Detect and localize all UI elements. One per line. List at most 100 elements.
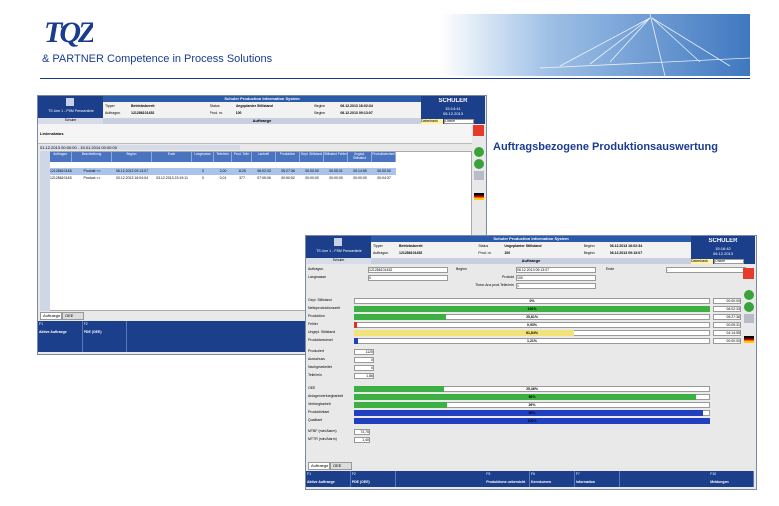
db-label: Datenbank xyxy=(691,259,713,264)
back-button[interactable] xyxy=(474,147,484,157)
bar-label: OEE xyxy=(308,386,316,390)
field-label: Tipper xyxy=(373,244,383,248)
db-status[interactable]: Online xyxy=(444,119,474,124)
bar-label: Produktion xyxy=(308,314,325,318)
bar-value: 100% xyxy=(527,419,537,423)
banner-bg xyxy=(440,14,750,76)
column-header[interactable]: Beginn xyxy=(112,152,152,162)
print-button[interactable] xyxy=(474,171,484,180)
column-header[interactable]: Auftragsn. xyxy=(50,152,72,162)
field-value: 06.12.2013 16:02:34 xyxy=(609,244,643,248)
bar xyxy=(354,386,445,392)
bar-time: 04:14:55 xyxy=(713,330,741,336)
forward-button[interactable] xyxy=(474,159,484,169)
count-value: 0 xyxy=(354,357,374,363)
key-name: F2 xyxy=(83,322,88,326)
function-key[interactable]: F7 Information xyxy=(575,471,620,487)
table-cell: 03.12.2013 23:19:11 xyxy=(156,176,188,180)
logo-mark: TQZ xyxy=(44,16,94,49)
function-key[interactable]: F1 Aktive Auftraege xyxy=(306,471,351,487)
column-header[interactable]: Langmasse xyxy=(192,152,214,162)
bar-time: 00:00:00 xyxy=(713,298,741,304)
table-cell: 00:00:00 xyxy=(305,176,319,180)
header-rule xyxy=(40,78,750,79)
forward-button[interactable] xyxy=(744,302,754,312)
bar-time: 05:27:36 xyxy=(713,314,741,320)
close-button[interactable] xyxy=(743,268,754,279)
bar xyxy=(354,338,359,344)
bar-value: 96% xyxy=(528,395,536,399)
db-status[interactable]: Online xyxy=(714,259,744,264)
table-cell: 06:02:33 xyxy=(257,169,271,173)
count-label: Produziert xyxy=(308,349,324,353)
bar xyxy=(354,418,710,424)
toolbar xyxy=(38,124,472,144)
row-marker-col xyxy=(40,151,50,311)
bar xyxy=(354,330,575,336)
owner: Schuler xyxy=(306,258,371,264)
bar-value: 25,36% xyxy=(526,387,538,391)
clock-date: 06.12.2013 xyxy=(712,251,734,256)
column-header[interactable]: Produktwechsel xyxy=(372,152,396,162)
bar-label: Qualitaet xyxy=(308,418,323,422)
language-flag[interactable] xyxy=(474,193,484,200)
field-label: Auftragsn. xyxy=(105,111,121,115)
tab[interactable]: OEE xyxy=(62,312,84,320)
function-key[interactable]: F5 Produktions uebersicht xyxy=(485,471,530,487)
key-name: F5 xyxy=(486,472,491,476)
tab[interactable]: OEE xyxy=(330,462,352,470)
partner: & PARTNER xyxy=(42,53,104,65)
field-value: 06.12.2013 16:02:34 xyxy=(340,104,373,108)
column-header[interactable]: Beschreibung xyxy=(72,152,112,162)
column-header[interactable]: Produktion xyxy=(276,152,300,162)
function-key[interactable]: F2 PDE (OEE) xyxy=(83,321,128,352)
table-cell: Product << xyxy=(83,176,101,180)
column-header[interactable]: Prod. Teile xyxy=(232,152,252,162)
bar-label: Nettoproduktionszeit xyxy=(308,306,340,310)
brand: SCHULER xyxy=(708,238,738,244)
column-header[interactable]: Gepl. Stillstand xyxy=(300,152,324,162)
key-label: PDE (OEE) xyxy=(83,330,102,334)
table-cell: 1125 xyxy=(238,169,246,173)
function-key[interactable]: F2 PDE (OEE) xyxy=(351,471,396,487)
table-cell xyxy=(152,169,192,174)
key-name: F2 xyxy=(351,472,356,476)
tab[interactable]: Auftraege xyxy=(40,312,62,320)
function-key[interactable]: F10 Meldungen xyxy=(709,471,754,487)
print-button[interactable] xyxy=(744,314,754,323)
info-label: Theor.Anz.prod.Teile/min xyxy=(475,283,514,287)
column-header[interactable]: Ungepl. Stillstand xyxy=(348,152,372,162)
key-label: Produktions uebersicht xyxy=(486,480,526,484)
field-label: Prod. nr. xyxy=(209,111,223,115)
table-cell: 00:00:00 xyxy=(353,176,367,180)
info-label: Auftragsn. xyxy=(308,267,324,271)
field-label: Status xyxy=(209,104,220,108)
function-key[interactable]: F1 Aktive Auftraege xyxy=(38,321,83,352)
column-header[interactable]: Laufzeit xyxy=(252,152,276,162)
key-label: Information xyxy=(575,480,596,484)
column-header[interactable]: Teile/min xyxy=(214,152,232,162)
close-button[interactable] xyxy=(473,125,484,136)
column-header[interactable]: Ende xyxy=(152,152,192,162)
function-key[interactable]: F6 Kennkurven xyxy=(530,471,575,487)
count-label: Nachgearbeitet xyxy=(308,365,332,369)
key-label: Meldungen xyxy=(710,480,729,484)
column-header[interactable]: Stillstand Fehler xyxy=(324,152,348,162)
table-cell: 00:00:00 xyxy=(329,176,343,180)
back-button[interactable] xyxy=(744,290,754,300)
bar-label: Produktivitaet xyxy=(308,410,330,414)
bar xyxy=(354,394,696,400)
bar-time: 06:02:33 xyxy=(713,306,741,312)
date-range: 01.12.2013 00:00:00 - 15.01.2014 00:00:0… xyxy=(40,145,240,150)
slogan-text: Competence in Process Solutions xyxy=(107,53,273,65)
table-cell: 00:50:52 xyxy=(281,176,295,180)
field-label: Beginn xyxy=(314,111,326,115)
table-cell: 121286101453 xyxy=(50,176,72,180)
info-label: Beginn xyxy=(456,267,467,271)
bar-value: 0% xyxy=(529,299,535,303)
info-label: Langmasse xyxy=(308,275,327,279)
field-value: 121286101452 xyxy=(399,251,423,255)
tab[interactable]: Auftraege xyxy=(308,462,330,470)
language-flag[interactable] xyxy=(744,336,754,343)
